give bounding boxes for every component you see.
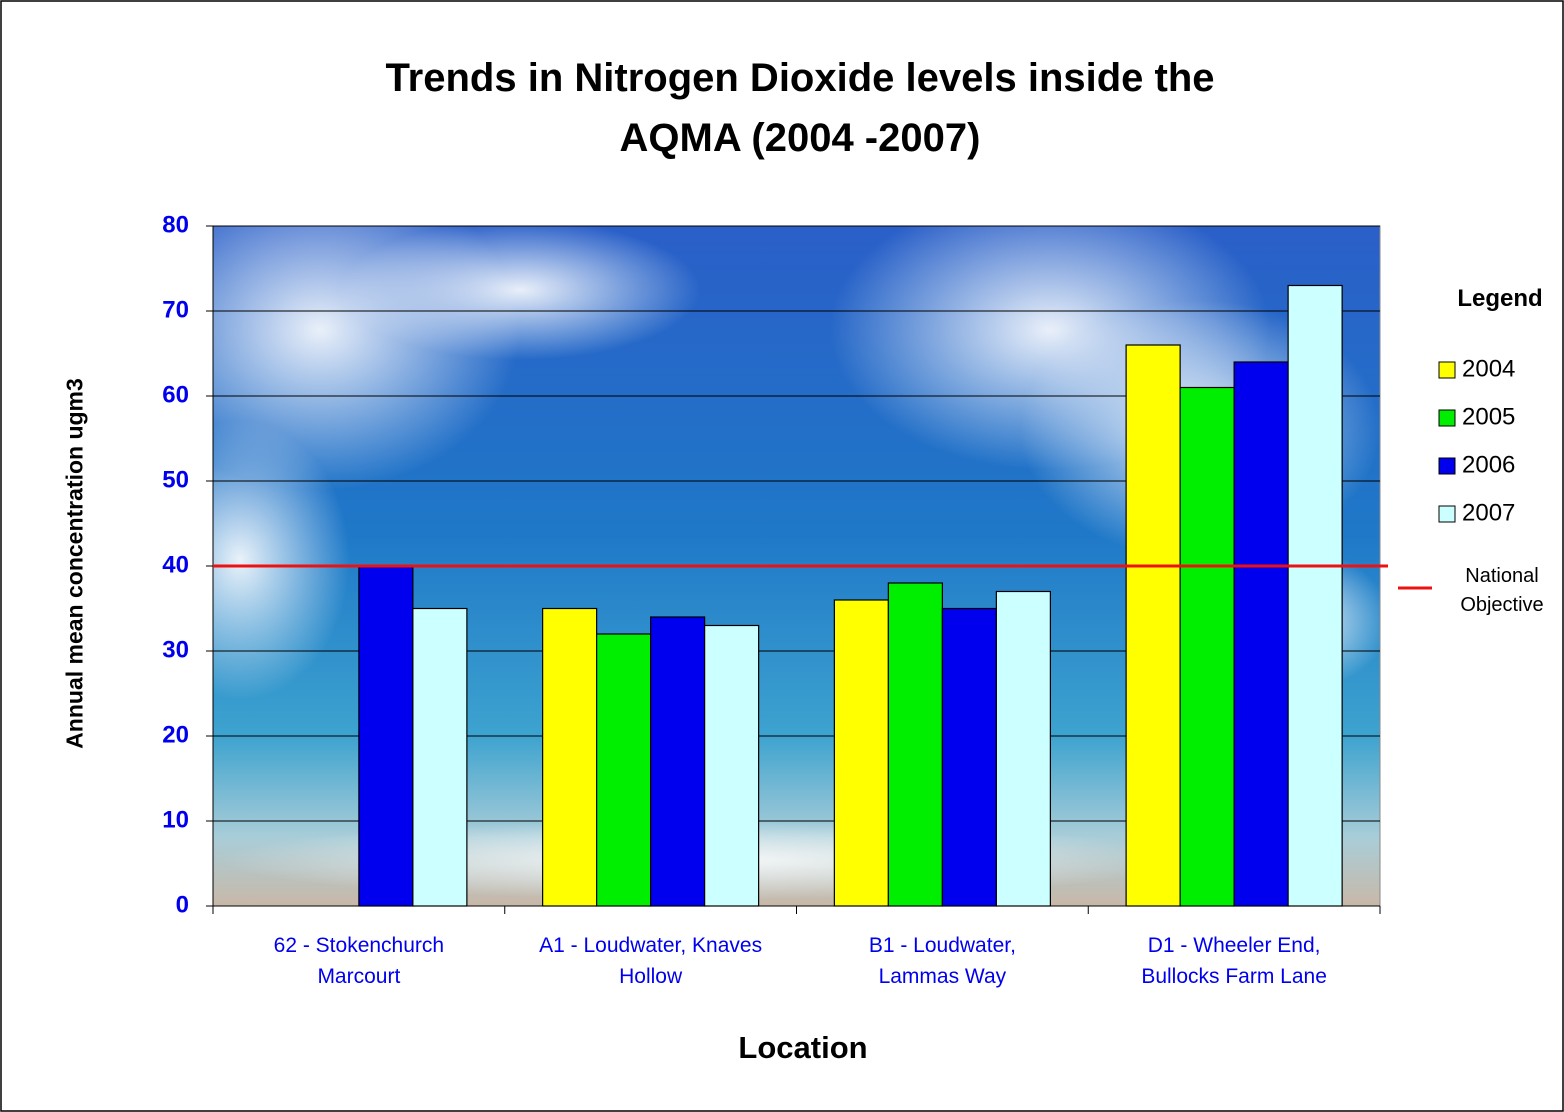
bar [887, 582, 943, 907]
bar [995, 590, 1051, 907]
x-axis-label: Location [738, 1030, 868, 1065]
chart-title: Trends in Nitrogen Dioxide levels inside… [385, 56, 1215, 160]
x-tick-label: D1 - Wheeler End, Bullocks Farm Lane [1141, 934, 1327, 988]
bar [833, 599, 889, 907]
bar [542, 607, 598, 907]
x-tick-label: B1 - Loudwater, Lammas Way [868, 934, 1016, 988]
bar [1233, 361, 1289, 907]
y-tick-label: 10 [162, 806, 189, 833]
bar [412, 607, 468, 907]
y-tick-label: 40 [162, 551, 189, 578]
x-tick-label: 62 - Stokenchurch Marcourt [273, 934, 445, 988]
legend-reference-label: National Objective [1460, 565, 1544, 616]
y-axis-label: Annual mean concentration ugm3 [61, 378, 88, 749]
bar [358, 565, 414, 907]
legend-swatch [1438, 457, 1456, 475]
y-tick-label: 30 [162, 636, 189, 663]
legend-label: 2004 [1462, 355, 1515, 382]
y-tick-label: 70 [162, 296, 189, 323]
bar [1125, 344, 1181, 907]
legend-title: Legend [1457, 285, 1543, 312]
y-tick-label: 50 [162, 466, 189, 493]
bar [1179, 386, 1235, 907]
bar [596, 633, 652, 907]
legend-label: 2007 [1462, 499, 1515, 526]
y-tick-label: 0 [176, 891, 189, 918]
legend-swatch [1438, 409, 1456, 427]
bar [650, 616, 706, 907]
legend-swatch [1438, 361, 1456, 379]
legend-swatch [1438, 505, 1456, 523]
x-tick-label: A1 - Loudwater, Knaves Hollow [539, 934, 763, 988]
legend-label: 2005 [1462, 403, 1515, 430]
y-tick-label: 60 [162, 381, 189, 408]
bar [941, 607, 997, 907]
bar [704, 624, 760, 907]
legend-label: 2006 [1462, 451, 1515, 478]
y-tick-label: 20 [162, 721, 189, 748]
y-tick-label: 80 [162, 211, 189, 238]
bar [1287, 284, 1343, 907]
